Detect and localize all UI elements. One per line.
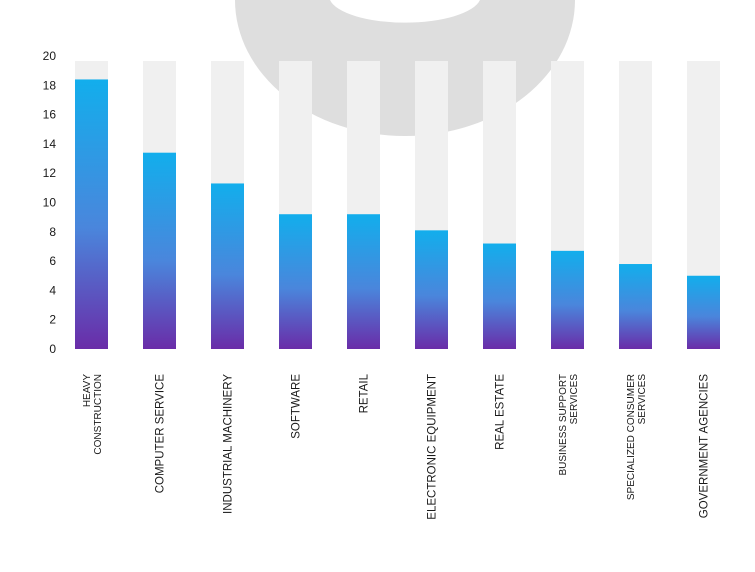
bar — [211, 183, 244, 349]
y-tick-label: 2 — [49, 313, 56, 327]
x-category-label: COMPUTER SERVICE — [155, 374, 167, 494]
bar — [279, 214, 312, 349]
x-category-label-line: SPECIALIZED CONSUMER — [626, 374, 637, 500]
bar — [551, 250, 584, 349]
x-category-label-line: HEAVY — [82, 374, 93, 407]
bar — [143, 152, 176, 349]
y-tick-label: 20 — [43, 49, 57, 63]
bar — [415, 230, 448, 349]
x-category-label: ELECTRONIC EQUIPMENT — [427, 374, 439, 520]
x-category-label-line: GOVERNMENT AGENCIES — [699, 374, 711, 519]
bar — [619, 264, 652, 349]
x-category-label: HEAVY CONSTRUCTION — [82, 374, 104, 455]
y-axis: 0 2 4 6 8 10 12 14 16 18 20 — [43, 49, 57, 356]
y-tick-label: 18 — [43, 78, 57, 92]
x-category-label: REAL ESTATE — [495, 374, 507, 450]
x-category-label: BUSINESS SUPPORT SERVICES — [558, 374, 580, 476]
y-tick-label: 8 — [49, 225, 56, 239]
x-category-label-line: SOFTWARE — [291, 374, 303, 439]
bar — [347, 214, 380, 349]
x-category-label: SOFTWARE — [291, 374, 303, 439]
bar — [75, 79, 108, 349]
y-tick-label: 6 — [49, 254, 56, 268]
y-tick-label: 4 — [49, 283, 56, 297]
x-category-label: RETAIL — [359, 373, 371, 413]
x-category-label-line: RETAIL — [359, 373, 371, 413]
y-tick-label: 16 — [43, 108, 57, 122]
y-tick-label: 0 — [49, 342, 56, 356]
x-category-label-line: REAL ESTATE — [495, 374, 507, 450]
x-category-label: SPECIALIZED CONSUMER SERVICES — [626, 374, 648, 500]
x-category-label-line: CONSTRUCTION — [93, 374, 104, 455]
bar — [483, 243, 516, 349]
x-category-label-line: COMPUTER SERVICE — [155, 374, 167, 494]
x-category-label: GOVERNMENT AGENCIES — [699, 374, 711, 519]
x-axis-labels: HEAVY CONSTRUCTION COMPUTER SERVICE INDUSTR… — [82, 373, 711, 519]
x-category-label-line: ELECTRONIC EQUIPMENT — [427, 374, 439, 520]
x-category-label-line: BUSINESS SUPPORT — [558, 374, 569, 476]
y-tick-label: 10 — [43, 196, 57, 210]
y-tick-label: 14 — [43, 137, 57, 151]
x-category-label: INDUSTRIAL MACHINERY — [223, 374, 235, 514]
x-category-label-line: SERVICES — [637, 374, 648, 425]
x-category-label-line: SERVICES — [569, 374, 580, 425]
x-category-label-line: INDUSTRIAL MACHINERY — [223, 374, 235, 514]
bars — [75, 79, 720, 349]
y-tick-label: 12 — [43, 166, 57, 180]
bar — [687, 275, 720, 349]
